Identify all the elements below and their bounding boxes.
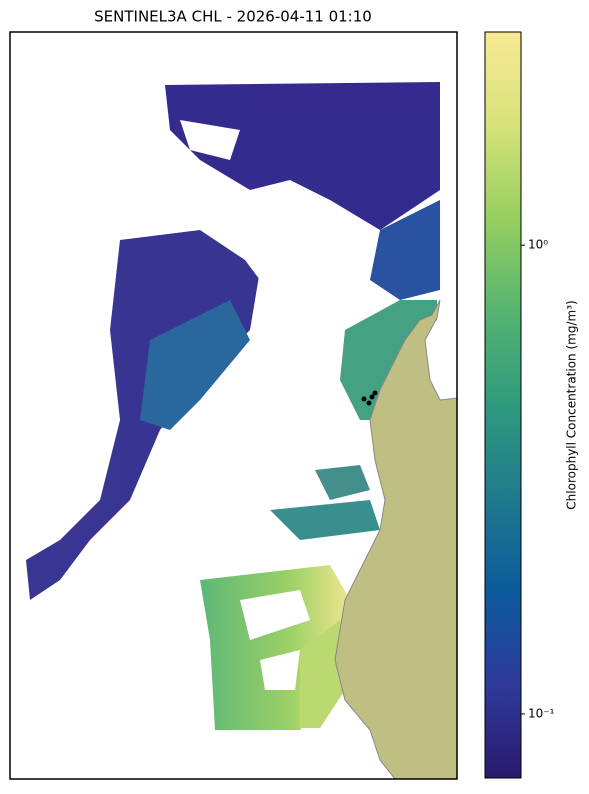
colorbar-label: Chlorophyll Concentration (mg/m³): [565, 300, 579, 509]
land: [334, 299, 458, 780]
colorbar-tick-label: 10⁰: [528, 238, 548, 252]
map-frame: [9, 31, 458, 780]
map: [9, 31, 458, 780]
chart-title: SENTINEL3A CHL - 2026-04-11 01:10: [94, 8, 372, 26]
sample-point: [369, 394, 375, 400]
colorbar-tick-label: 10⁻¹: [528, 706, 555, 720]
chlorophyll-field: [26, 82, 440, 730]
sample-point: [366, 400, 372, 406]
colorbar: [484, 31, 522, 779]
sample-points: [361, 390, 378, 406]
sample-point: [372, 390, 378, 396]
sample-point: [361, 396, 367, 402]
